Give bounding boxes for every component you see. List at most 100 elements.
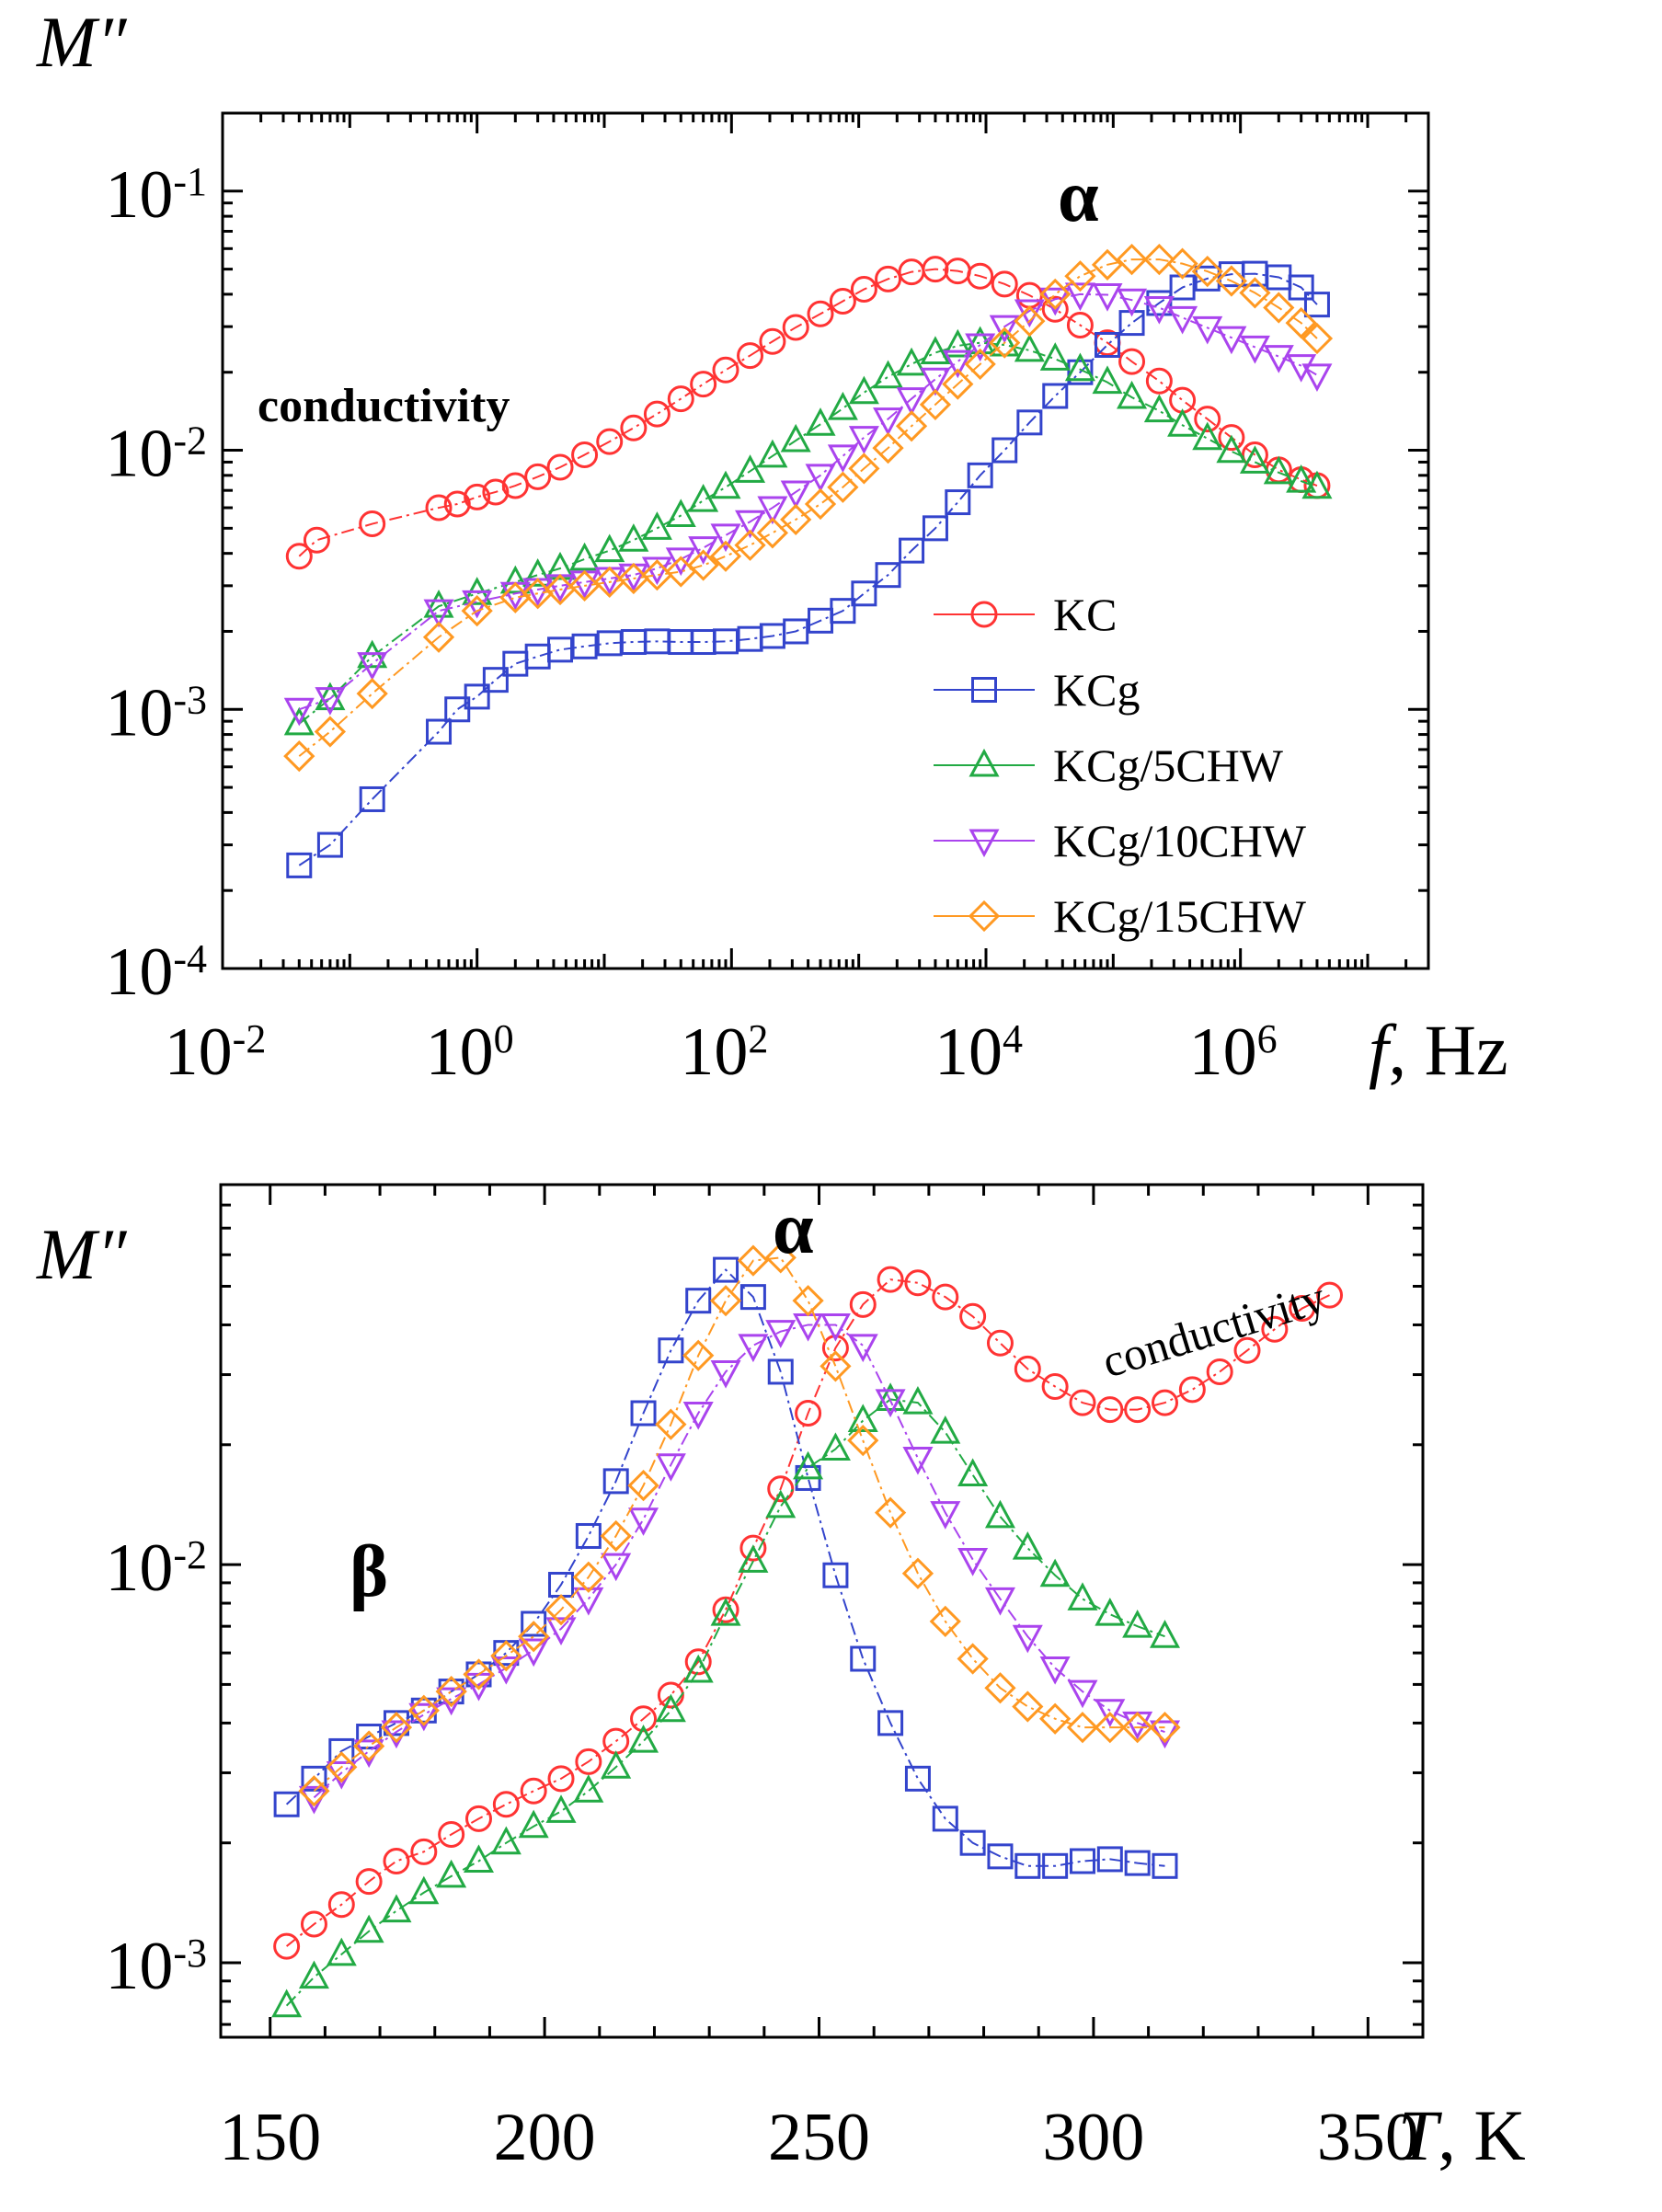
x-tick-label: 106 xyxy=(1189,1014,1278,1090)
data-point xyxy=(904,1269,932,1297)
data-point xyxy=(300,1910,327,1938)
data-point xyxy=(920,367,951,396)
data-point xyxy=(618,523,649,552)
data-point xyxy=(1145,367,1173,395)
x-tick-label: 104 xyxy=(934,1014,1023,1090)
data-point xyxy=(757,496,788,525)
data-point xyxy=(902,1385,934,1415)
data-point xyxy=(381,1894,412,1923)
data-point xyxy=(1014,1852,1041,1879)
data-point xyxy=(987,1843,1014,1870)
data-point xyxy=(463,1844,495,1873)
data-point xyxy=(688,483,719,512)
data-point xyxy=(682,1654,714,1683)
data-point xyxy=(355,1868,383,1896)
data-point xyxy=(575,1748,602,1775)
data-point xyxy=(850,1645,877,1672)
data-point xyxy=(314,716,347,748)
data-point xyxy=(1041,1373,1069,1401)
data-point xyxy=(423,589,454,618)
data-point xyxy=(1303,292,1330,318)
data-point xyxy=(765,1489,797,1519)
data-point xyxy=(759,327,786,355)
plot-frame xyxy=(221,111,1430,970)
data-point xyxy=(1241,441,1268,469)
data-point xyxy=(665,547,696,577)
series-line xyxy=(313,1256,1165,1793)
data-point xyxy=(1285,306,1317,339)
legend-marker xyxy=(970,601,998,628)
data-point xyxy=(827,391,858,420)
data-point xyxy=(1239,335,1270,364)
data-point xyxy=(1218,424,1245,452)
data-point xyxy=(1167,305,1198,335)
data-point xyxy=(1124,1850,1151,1876)
data-point xyxy=(807,300,834,327)
data-point xyxy=(1206,1358,1233,1385)
data-point xyxy=(1263,345,1294,373)
data-point xyxy=(734,529,766,561)
data-point xyxy=(545,1794,577,1823)
data-point xyxy=(1216,434,1247,464)
data-point xyxy=(875,562,901,589)
data-point xyxy=(422,621,455,653)
data-point xyxy=(1096,1846,1123,1873)
data-point xyxy=(1167,408,1198,437)
data-point xyxy=(630,1400,657,1427)
data-point xyxy=(283,706,315,736)
data-point xyxy=(710,523,741,553)
data-point xyxy=(571,633,598,659)
data-point xyxy=(1152,1852,1178,1879)
data-point xyxy=(426,718,453,745)
data-point xyxy=(1067,359,1094,385)
data-point xyxy=(820,1312,851,1342)
data-point xyxy=(765,1320,797,1348)
data-point xyxy=(848,426,879,454)
data-point xyxy=(544,1594,578,1626)
x-tick-label: 10-2 xyxy=(165,1014,267,1090)
series-line xyxy=(313,1324,1165,1799)
data-point xyxy=(464,683,490,710)
data-point xyxy=(657,1681,684,1709)
data-point xyxy=(847,1334,878,1363)
data-point xyxy=(643,400,671,428)
series-line xyxy=(285,1278,1330,1947)
data-point xyxy=(410,1838,438,1865)
data-point xyxy=(1095,1699,1126,1727)
data-point xyxy=(967,462,993,488)
data-point xyxy=(932,1283,959,1311)
data-point xyxy=(273,1791,300,1817)
data-point xyxy=(920,336,951,364)
data-point xyxy=(667,385,694,413)
data-point xyxy=(1261,1315,1289,1343)
series xyxy=(286,260,1330,878)
data-point xyxy=(569,542,601,571)
data-point xyxy=(709,1285,742,1317)
data-point xyxy=(1121,1712,1153,1744)
data-point xyxy=(964,348,996,381)
data-point xyxy=(464,483,491,510)
legend-marker xyxy=(969,748,1000,777)
data-point xyxy=(873,360,904,389)
data-point xyxy=(735,454,766,483)
data-point xyxy=(356,678,388,710)
data-point xyxy=(547,636,574,663)
data-point xyxy=(984,1499,1015,1529)
data-point xyxy=(601,1553,632,1582)
data-point xyxy=(326,1937,357,1966)
data-point xyxy=(463,1658,495,1691)
data-point xyxy=(658,1337,684,1364)
data-point xyxy=(1012,1531,1043,1560)
data-point xyxy=(1012,1691,1044,1723)
data-point xyxy=(895,410,928,442)
data-point xyxy=(874,1496,907,1529)
data-point xyxy=(1263,292,1295,324)
data-point xyxy=(501,472,529,499)
data-point xyxy=(1039,1558,1071,1587)
data-point xyxy=(1092,283,1123,312)
data-point xyxy=(1067,1582,1098,1610)
data-point xyxy=(1152,1389,1179,1416)
data-point xyxy=(1069,1389,1096,1416)
